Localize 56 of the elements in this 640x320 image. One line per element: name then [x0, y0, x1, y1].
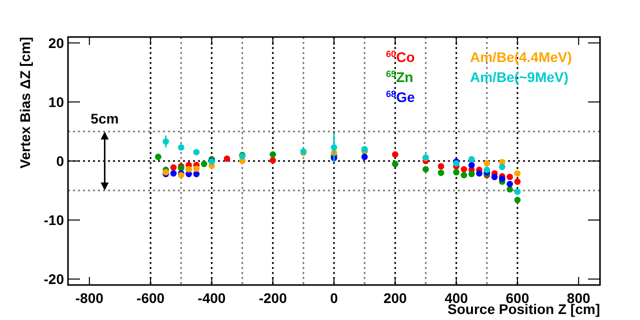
point [154, 154, 162, 160]
point [162, 138, 170, 145]
point [460, 172, 468, 178]
annotation: 5cm [90, 110, 119, 126]
point [422, 166, 429, 172]
point [270, 151, 276, 158]
point [514, 178, 521, 185]
y-axis-title: Vertex Bias ΔZ [cm] [17, 37, 33, 168]
point [453, 169, 460, 176]
point [193, 170, 200, 178]
point [498, 164, 506, 170]
point [392, 160, 398, 168]
point [484, 166, 490, 174]
point [438, 170, 444, 176]
y-tick-label: 20 [48, 34, 64, 51]
point [506, 186, 514, 193]
y-tick-label: 0 [56, 153, 64, 169]
x-tick-label: -800 [75, 290, 104, 306]
text: $^{65}$Zn [386, 69, 414, 85]
text: Am/Be(4.4MeV) [470, 49, 572, 65]
point [330, 144, 338, 151]
point [468, 156, 475, 162]
point [170, 164, 177, 171]
text: Am/Be(~9MeV) [470, 69, 568, 85]
x-tick-label: -400 [198, 290, 226, 306]
y-tick-label: 10 [48, 94, 64, 110]
point [468, 170, 475, 178]
x-tick-label: 200 [383, 290, 408, 306]
point [476, 170, 482, 177]
point [200, 160, 208, 168]
x-tick-label: -600 [136, 290, 165, 306]
point [468, 162, 475, 168]
point [514, 188, 521, 195]
x-tick-label: 0 [330, 290, 338, 306]
point [514, 170, 521, 177]
y-tick-label: -10 [44, 212, 64, 228]
point [484, 160, 490, 167]
point [224, 155, 230, 162]
point [514, 196, 521, 204]
point [361, 154, 368, 160]
point [460, 166, 468, 172]
point [498, 176, 506, 182]
x-tick-label: -200 [258, 290, 288, 306]
point [193, 165, 200, 172]
point [438, 163, 444, 170]
text: $^{68}$Ge [386, 89, 416, 105]
text: $^{60}$Co [386, 49, 415, 65]
point [178, 144, 184, 151]
point [270, 157, 276, 164]
point [392, 151, 398, 158]
point [193, 148, 200, 156]
point [491, 174, 498, 180]
y-tick-label: -20 [44, 271, 64, 288]
point [506, 180, 514, 188]
point [170, 170, 177, 177]
point [506, 174, 514, 180]
